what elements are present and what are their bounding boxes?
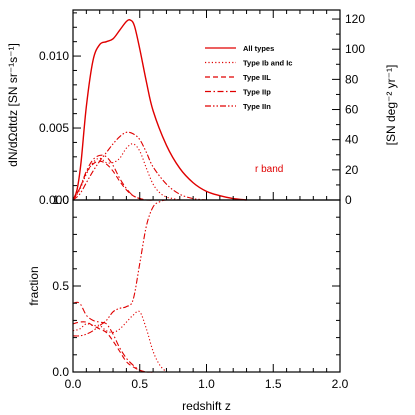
- x-tick-label: 1.0: [198, 377, 215, 391]
- x-tick-label: 1.5: [265, 377, 282, 391]
- top-series-line-type-iip: [72, 154, 160, 201]
- top-series-line-type-ib-and-ic: [72, 143, 180, 201]
- bottom-plot-frame: [72, 199, 341, 373]
- right-y-tick-label: 80: [345, 72, 359, 86]
- legend-label: Type Ib and Ic: [243, 59, 292, 68]
- top-y-tick-label: 0.000: [39, 193, 69, 207]
- top-series-line-type-iin: [72, 131, 207, 201]
- legend-label: Type IIp: [243, 88, 271, 97]
- right-y-tick-label: 100: [345, 42, 365, 56]
- right-y-axis-label: [SN deg⁻² yr⁻¹]: [384, 65, 398, 146]
- bottom-series-line-dashdotdot: [72, 199, 340, 337]
- bottom-y-tick-label: 1.0: [52, 193, 69, 207]
- right-y-tick-label: 40: [345, 133, 359, 147]
- right-y-tick-label: 60: [345, 103, 359, 117]
- top-y-tick-label: 0.005: [39, 121, 69, 135]
- bottom-y-tick-label: 0.0: [52, 365, 69, 379]
- top-series-line-all-types: [72, 19, 247, 201]
- bottom-series-group: [72, 199, 340, 373]
- bottom-series-line-dotted: [72, 310, 167, 373]
- right-y-tick-label: 0: [345, 193, 352, 207]
- x-axis-label: redshift z: [182, 399, 231, 413]
- bottom-y-tick-label: 0.5: [52, 279, 69, 293]
- top-y-tick-label: 0.010: [39, 49, 69, 63]
- legend-label: Type IIL: [243, 73, 271, 82]
- x-tick-label: 0.0: [65, 377, 82, 391]
- top-y-axis-label: dN/dΩdtdz [SN sr⁻¹s⁻¹]: [6, 43, 20, 167]
- top-panel: 0.000 0.005 0.010 0 20 40 60 80 100 120 dN/dΩdtd…: [6, 9, 398, 207]
- bottom-panel: 0.0 0.5 1.0 0.0 0.5 1.0 1.5 2.0 fraction redsh…: [27, 193, 349, 413]
- bottom-series-line-dashdot: [72, 301, 154, 373]
- right-y-tick-label: 20: [345, 163, 359, 177]
- x-tick-label: 0.5: [131, 377, 148, 391]
- bottom-y-axis-label: fraction: [27, 266, 41, 305]
- bottom-series-line-dashed: [72, 321, 154, 373]
- right-y-tick-label: 120: [345, 12, 365, 26]
- top-series-line-type-iil: [72, 160, 160, 201]
- band-annotation: r band: [255, 164, 283, 175]
- legend-label: Type IIn: [243, 102, 271, 111]
- x-tick-label: 2.0: [332, 377, 349, 391]
- top-series-group: [72, 19, 247, 201]
- legend: All types Type Ib and Ic Type IIL Type IIp T…: [205, 44, 292, 111]
- legend-label: All types: [243, 44, 274, 53]
